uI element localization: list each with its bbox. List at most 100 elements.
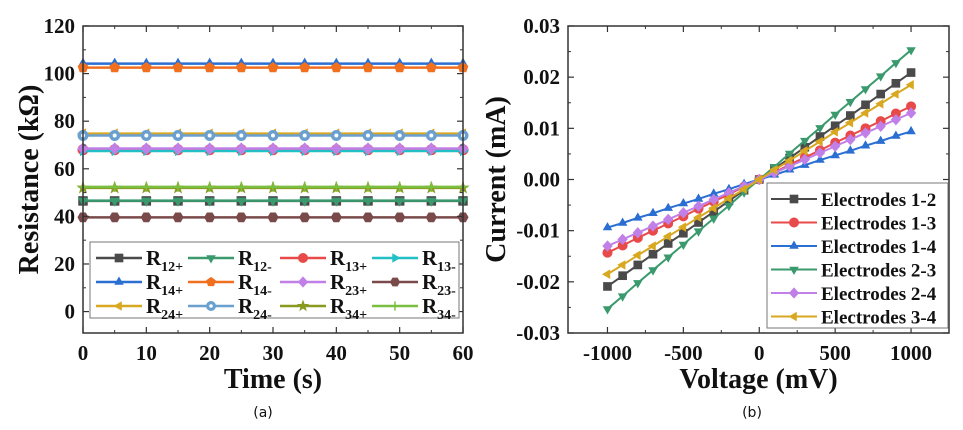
x-tick-label: 60 — [453, 341, 474, 365]
data-point — [172, 197, 184, 207]
data-point — [235, 212, 247, 223]
data-point — [890, 89, 899, 99]
legend-marker — [114, 253, 124, 263]
data-point — [906, 47, 916, 56]
series-24- — [77, 129, 469, 141]
legend-label-subscript: 12- — [253, 260, 272, 275]
legend-label-subscript: 12+ — [161, 260, 183, 275]
data-point — [799, 153, 810, 166]
data-point — [330, 212, 342, 223]
legend-item: Electrodes 1-2 — [771, 190, 936, 211]
data-point — [860, 86, 871, 95]
data-point — [633, 280, 643, 289]
legend-label: R13+ — [330, 246, 367, 275]
legend-label: R34+ — [330, 294, 367, 323]
legend-marker — [788, 287, 800, 299]
data-point — [875, 73, 886, 82]
data-point — [861, 100, 870, 110]
legend-marker — [296, 299, 310, 312]
data-point-dot — [144, 133, 149, 138]
data-point — [394, 181, 405, 192]
legend-label: R23+ — [330, 270, 367, 299]
legend-marker — [206, 276, 216, 287]
legend-marker — [789, 194, 799, 204]
legend-label: R14+ — [146, 270, 183, 299]
data-point — [109, 212, 121, 223]
legend-label: Electrodes 2-4 — [821, 284, 937, 305]
legend-item: R14- — [188, 270, 272, 299]
data-point — [814, 136, 823, 147]
legend-label: Electrodes 1-3 — [821, 214, 936, 235]
data-point — [830, 140, 841, 152]
series-34- — [78, 181, 468, 192]
legend-item: R24- — [188, 294, 272, 323]
series-electrodes-3-4 — [602, 80, 914, 279]
data-point — [663, 239, 673, 248]
legend-label-subscript: 13- — [437, 260, 456, 275]
legend-label: R14- — [238, 270, 272, 299]
y-tick-label: 0.01 — [523, 116, 560, 140]
data-point — [172, 61, 184, 73]
data-point — [331, 197, 342, 207]
data-point — [617, 260, 626, 270]
data-point — [905, 107, 917, 119]
data-point — [109, 142, 121, 155]
data-point — [875, 120, 886, 132]
y-tick-label: 0 — [65, 300, 76, 324]
data-point-dot — [207, 133, 212, 138]
y-tick-label: 120 — [44, 14, 76, 38]
legend-item: R12+ — [96, 246, 183, 275]
legend-label-base: R — [146, 294, 162, 318]
data-point — [860, 127, 871, 139]
data-point — [800, 137, 810, 147]
data-point — [362, 197, 374, 207]
legend-item: R24+ — [96, 294, 183, 323]
data-point — [602, 269, 611, 279]
chart-current-vs-voltage: -1000 -500 0 500 1000 -0.03 -0.02 -0.01 0.00 0.01… — [481, 14, 950, 395]
data-point-dot — [397, 133, 402, 138]
data-point-dot — [429, 133, 434, 138]
data-point — [663, 202, 673, 211]
data-point — [663, 254, 673, 263]
data-point — [648, 207, 658, 216]
data-point — [204, 142, 216, 155]
data-point-dot — [112, 133, 117, 138]
legend-label-base: R — [330, 246, 346, 270]
data-point — [603, 282, 612, 291]
data-point — [891, 60, 901, 69]
data-point — [693, 228, 704, 237]
data-point — [299, 212, 311, 223]
data-point — [815, 125, 825, 134]
data-point — [876, 89, 886, 99]
y-axis-title: Current (mA) — [481, 96, 512, 263]
data-point — [267, 142, 279, 155]
y-tick-label: 0.02 — [523, 65, 560, 89]
data-point — [723, 193, 732, 204]
data-point — [236, 61, 247, 73]
legend-label: R12- — [238, 246, 272, 275]
data-point — [426, 181, 437, 192]
data-point — [844, 117, 854, 128]
data-point — [784, 150, 795, 159]
data-point — [299, 197, 310, 207]
data-point — [330, 142, 342, 155]
legend-marker — [789, 240, 799, 249]
legend: R12+ R12- R13+ R13-R14+ R14- R23+ R23-R24+ R24-… — [89, 241, 460, 323]
legend-marker — [298, 253, 308, 263]
data-point — [724, 202, 734, 212]
data-point — [109, 61, 120, 73]
data-point-dot — [334, 133, 339, 138]
legend-label-base: R — [422, 246, 438, 270]
legend-label-subscript: 34+ — [345, 308, 367, 323]
data-point — [662, 231, 671, 242]
series-23- — [77, 212, 469, 223]
data-point — [602, 306, 613, 315]
x-axis-title: Time (s) — [224, 364, 322, 395]
legend-box — [766, 182, 949, 329]
legend-label: Electrodes 1-2 — [821, 190, 936, 211]
x-tick-label: 500 — [819, 341, 851, 365]
legend-label-base: R — [146, 270, 162, 294]
data-point — [204, 181, 215, 192]
data-point — [784, 155, 793, 166]
legend-label: R13- — [422, 246, 456, 275]
